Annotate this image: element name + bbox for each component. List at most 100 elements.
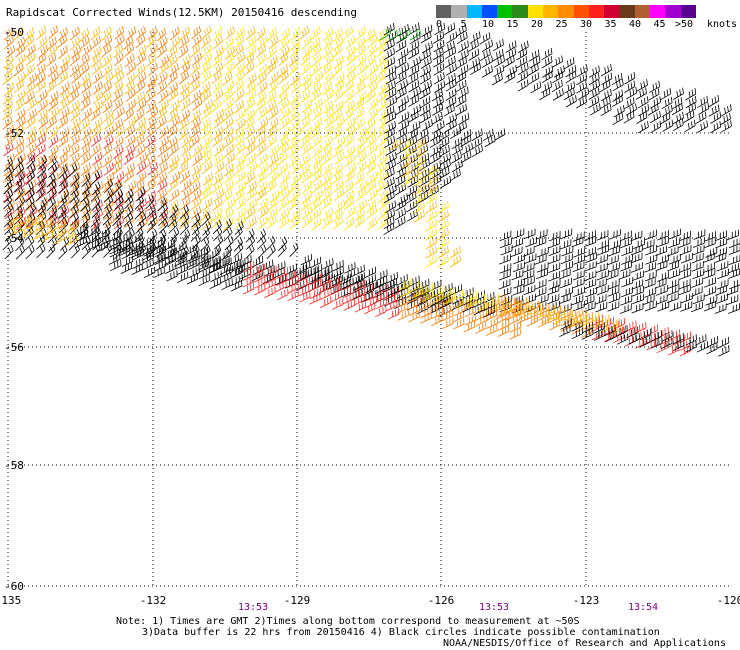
wind-barb [431, 88, 443, 102]
wind-barb [197, 259, 209, 271]
wind-barb [266, 45, 277, 60]
wind-barb [454, 304, 466, 316]
wind-barb [240, 255, 252, 267]
wind-barb [444, 22, 456, 35]
wind-barb [345, 45, 356, 60]
wind-barb [290, 90, 301, 105]
wind-barb [449, 255, 461, 268]
wind-barb [81, 79, 92, 94]
wind-barb [169, 99, 180, 114]
wind-barb [301, 142, 312, 156]
wind-barb [457, 40, 469, 53]
colorbar-swatch [680, 5, 697, 18]
wind-barb [398, 119, 410, 132]
wind-barb [36, 179, 47, 194]
wind-barb [702, 252, 715, 263]
wind-barb [290, 26, 301, 41]
wind-barb [324, 115, 335, 130]
wind-barb [213, 35, 223, 50]
wind-barb [24, 34, 35, 49]
wind-barb [430, 144, 442, 157]
wind-barb [180, 97, 191, 112]
wind-barb [101, 81, 112, 95]
wind-barb [542, 311, 554, 324]
wind-barb [180, 196, 191, 211]
wind-barb [456, 56, 467, 70]
wind-barb [163, 247, 176, 260]
wind-barb [212, 172, 223, 186]
wind-barb [311, 162, 322, 177]
wind-barb [488, 301, 500, 313]
wind-barb [367, 188, 378, 202]
wind-barb [625, 103, 637, 116]
wind-barb [257, 216, 268, 230]
wind-barb [408, 47, 420, 60]
wind-barb [417, 144, 428, 157]
wind-barb [163, 239, 176, 251]
wind-barb [322, 36, 333, 50]
wind-barb [289, 215, 300, 230]
wind-barb [102, 99, 113, 114]
wind-barb [233, 226, 243, 241]
wind-barb [70, 195, 80, 211]
wind-barb [289, 242, 299, 257]
wind-barb [398, 62, 410, 76]
wind-barb [353, 272, 365, 284]
wind-barb [213, 143, 225, 157]
wind-barb [383, 39, 395, 52]
wind-barb [81, 203, 91, 219]
wind-barb [121, 240, 133, 253]
wind-barb [432, 47, 444, 61]
wind-barb [330, 276, 343, 288]
wind-barb [473, 290, 486, 302]
wind-barb [15, 116, 26, 130]
wind-barb [90, 217, 101, 231]
wind-barb [103, 125, 114, 140]
wind-barb [432, 291, 444, 304]
wind-barb [224, 97, 235, 112]
wind-barb [468, 48, 480, 61]
wind-barb [233, 188, 245, 202]
wind-barb [168, 154, 180, 168]
wind-barb [268, 35, 279, 50]
wind-barb [576, 96, 587, 109]
wind-barb [366, 205, 378, 220]
wind-barb [242, 269, 255, 281]
wind-barb [170, 36, 180, 51]
wind-barb [48, 25, 59, 40]
wind-barb [398, 281, 410, 293]
wind-barb [179, 169, 190, 184]
wind-barb [608, 229, 621, 240]
wind-barb [189, 70, 200, 85]
wind-barb [499, 303, 512, 316]
wind-barb [419, 87, 431, 100]
wind-barb [188, 258, 200, 270]
wind-barb [460, 134, 472, 147]
wind-barb [257, 35, 268, 50]
wind-barb [504, 71, 516, 84]
wind-barb [591, 314, 603, 326]
wind-barb [135, 219, 145, 234]
wind-barb [245, 81, 256, 96]
wind-barb [2, 116, 13, 130]
wind-barb [469, 31, 481, 44]
wind-barb [636, 111, 648, 124]
wind-barb [9, 211, 21, 223]
wind-barb [266, 215, 277, 229]
wind-barb [277, 181, 288, 195]
wind-barb [649, 110, 661, 124]
wind-barb [87, 239, 100, 251]
wind-barb [332, 163, 343, 177]
wind-barb [492, 38, 504, 52]
wind-barb [366, 54, 376, 69]
wind-barb [145, 178, 156, 193]
wind-barb [104, 116, 115, 130]
wind-barb [166, 270, 178, 282]
wind-barb [376, 70, 387, 85]
wind-barb [69, 63, 80, 78]
wind-barb [257, 244, 267, 259]
wind-barb [401, 138, 413, 151]
wind-barb [268, 117, 279, 132]
wind-barb [92, 81, 103, 95]
